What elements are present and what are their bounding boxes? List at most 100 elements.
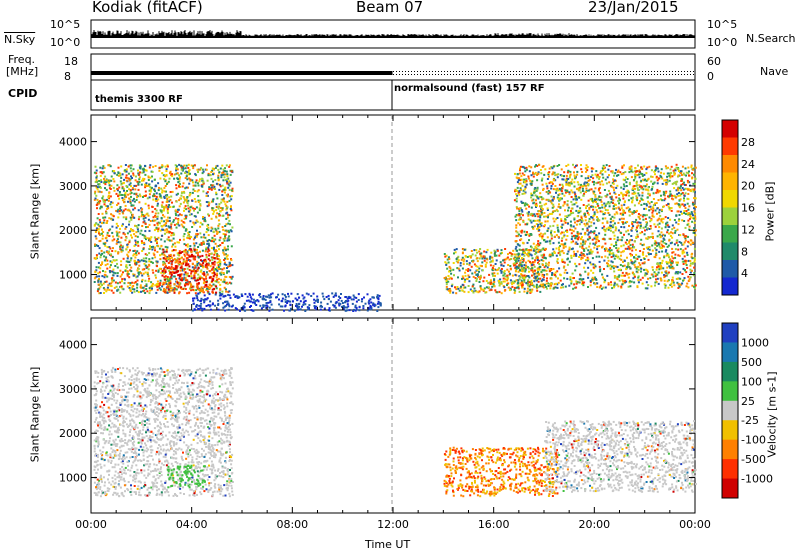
scatter-point bbox=[265, 302, 268, 304]
nave-dot bbox=[600, 71, 601, 72]
scatter-point bbox=[227, 183, 230, 186]
scatter-point bbox=[133, 290, 136, 293]
scatter-point bbox=[178, 250, 181, 253]
scatter-point bbox=[190, 251, 193, 254]
scatter-point bbox=[554, 275, 557, 278]
freq-dot bbox=[450, 74, 451, 75]
scatter-point bbox=[150, 186, 153, 189]
scatter-point bbox=[185, 260, 188, 263]
nave-dot bbox=[630, 71, 631, 72]
scatter-point bbox=[502, 280, 505, 283]
scatter-point bbox=[167, 180, 170, 183]
scatter-point bbox=[281, 305, 284, 308]
scatter-point bbox=[116, 188, 119, 191]
scatter-point bbox=[196, 297, 199, 300]
scatter-point bbox=[126, 246, 129, 249]
scatter-point bbox=[145, 169, 148, 172]
scatter-point bbox=[177, 192, 179, 195]
scatter-point bbox=[487, 286, 490, 289]
scatter-point bbox=[171, 245, 174, 248]
scatter-point bbox=[155, 195, 158, 198]
freq-dot bbox=[597, 74, 598, 75]
scatter-point bbox=[221, 242, 224, 244]
scatter-point bbox=[164, 245, 167, 248]
nave-dot bbox=[414, 71, 415, 72]
scatter-point bbox=[143, 178, 146, 180]
scatter-point bbox=[123, 189, 125, 192]
scatter-point bbox=[473, 287, 476, 290]
scatter-point bbox=[199, 275, 202, 278]
scatter-point bbox=[162, 272, 165, 275]
scatter-point bbox=[354, 304, 357, 307]
scatter-point bbox=[221, 290, 224, 293]
scatter-point bbox=[128, 197, 131, 200]
scatter-point bbox=[223, 248, 226, 251]
scatter-point bbox=[536, 213, 539, 215]
scatter-point bbox=[515, 253, 518, 256]
scatter-point bbox=[166, 199, 169, 202]
scatter-point bbox=[155, 198, 158, 200]
scatter-point bbox=[134, 256, 137, 259]
scatter-point bbox=[217, 207, 220, 210]
scatter-point bbox=[176, 241, 179, 244]
scatter-point bbox=[250, 309, 253, 311]
scatter-point bbox=[176, 168, 179, 171]
scatter-point bbox=[173, 258, 176, 261]
scatter-point bbox=[372, 302, 375, 305]
scatter-point bbox=[98, 275, 101, 278]
scatter-point bbox=[93, 171, 96, 174]
scatter-point bbox=[111, 201, 114, 204]
scatter-point bbox=[234, 307, 237, 310]
scatter-point bbox=[458, 269, 461, 272]
scatter-point bbox=[122, 181, 125, 184]
scatter-point bbox=[181, 287, 184, 290]
scatter-point bbox=[223, 170, 226, 173]
scatter-point bbox=[218, 188, 221, 191]
scatter-point bbox=[191, 309, 194, 312]
scatter-point bbox=[137, 183, 140, 186]
scatter-point bbox=[510, 254, 513, 257]
scatter-point bbox=[361, 298, 364, 301]
scatter-point bbox=[168, 266, 170, 269]
scatter-point bbox=[666, 229, 669, 232]
freq-dot bbox=[687, 74, 688, 75]
scatter-point bbox=[188, 168, 191, 171]
scatter-point bbox=[188, 291, 191, 294]
scatter-point bbox=[218, 239, 221, 242]
scatter-point bbox=[452, 262, 455, 264]
scatter-point bbox=[508, 251, 511, 254]
scatter-point bbox=[206, 194, 209, 197]
scatter-point bbox=[453, 274, 455, 277]
scatter-point bbox=[192, 270, 195, 273]
scatter-point bbox=[202, 241, 205, 244]
scatter-point bbox=[148, 277, 151, 280]
scatter-point bbox=[173, 287, 176, 290]
scatter-point bbox=[506, 284, 508, 286]
scatter-point bbox=[164, 185, 167, 187]
scatter-point bbox=[216, 274, 218, 277]
scatter-point bbox=[137, 209, 140, 212]
scatter-point bbox=[194, 255, 197, 258]
scatter-point bbox=[137, 224, 140, 227]
scatter-point bbox=[155, 276, 157, 279]
scatter-point bbox=[228, 165, 231, 168]
scatter-point bbox=[474, 254, 477, 257]
scatter-point bbox=[327, 294, 330, 297]
scatter-point bbox=[172, 289, 174, 292]
scatter-point bbox=[524, 170, 527, 173]
scatter-point bbox=[149, 289, 152, 292]
scatter-point bbox=[217, 179, 220, 182]
scatter-point bbox=[197, 266, 200, 269]
scatter-point bbox=[185, 273, 188, 276]
scatter-point bbox=[225, 255, 228, 258]
scatter-point bbox=[151, 180, 154, 183]
scatter-point bbox=[157, 245, 160, 248]
scatter-point bbox=[652, 192, 655, 195]
scatter-point bbox=[219, 272, 222, 275]
scatter-point bbox=[592, 271, 595, 274]
scatter-point bbox=[487, 282, 490, 285]
scatter-point bbox=[115, 285, 118, 288]
scatter-point bbox=[97, 283, 100, 286]
scatter-point bbox=[125, 226, 128, 228]
scatter-point bbox=[284, 298, 287, 301]
